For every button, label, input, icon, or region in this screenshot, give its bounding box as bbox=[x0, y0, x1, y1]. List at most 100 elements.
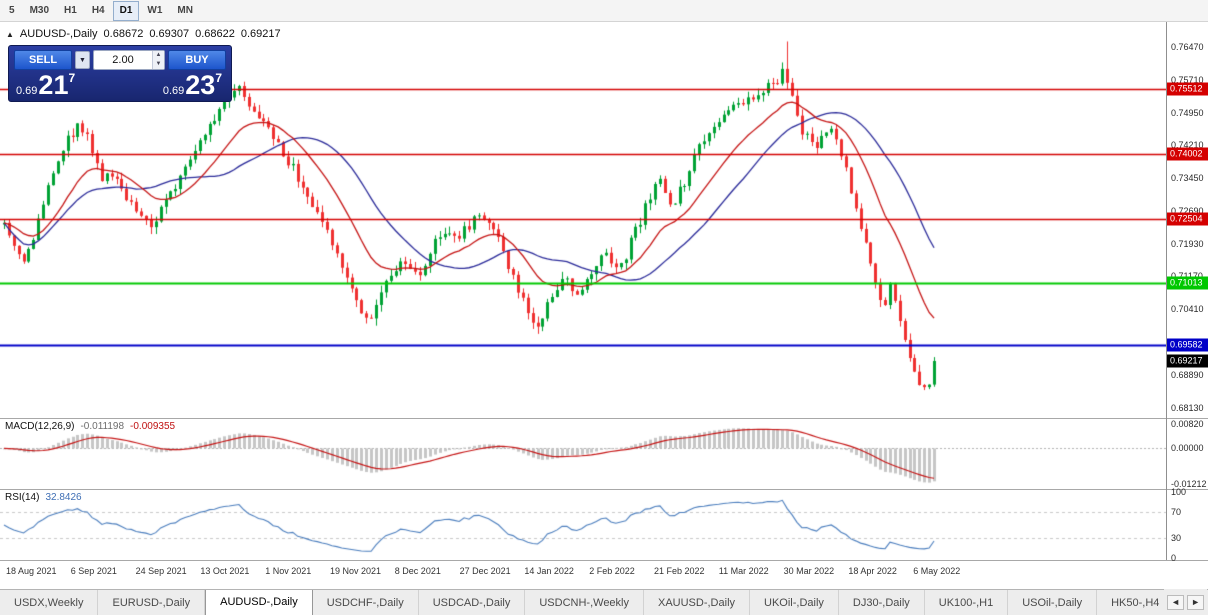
date-tick-label: 6 May 2022 bbox=[913, 566, 961, 576]
sell-price[interactable]: 0.69 21 7 bbox=[16, 70, 76, 100]
date-tick-label: 11 Mar 2022 bbox=[718, 566, 769, 576]
tab-navigation: ◄ ► bbox=[1164, 589, 1207, 615]
date-tick-label: 8 Dec 2021 bbox=[394, 566, 441, 576]
price-axis-tick: 0.74950 bbox=[1171, 107, 1204, 118]
sell-price-big: 21 bbox=[38, 70, 69, 100]
volume-value[interactable]: 2.00 bbox=[112, 54, 134, 66]
price-scale[interactable] bbox=[1166, 22, 1167, 560]
timeframe-button-h1[interactable]: H1 bbox=[57, 1, 84, 21]
timeframe-button-d1[interactable]: D1 bbox=[112, 0, 140, 21]
volume-spinner: ▲ ▼ bbox=[152, 51, 164, 69]
chart-tab-audusd-daily[interactable]: AUDUSD-,Daily bbox=[205, 590, 313, 615]
price-axis-tick: 100 bbox=[1171, 487, 1187, 497]
level-price-tag: 0.72504 bbox=[1167, 212, 1208, 226]
chart-tab-bar: USDX,Weekly EURUSD-,Daily AUDUSD-,Daily USD… bbox=[0, 589, 1208, 615]
rsi-indicator-canvas[interactable] bbox=[0, 490, 1166, 560]
price-axis-tick: 0.73450 bbox=[1171, 172, 1204, 183]
chart-tab-uk100-h1[interactable]: UK100-,H1 bbox=[924, 590, 1009, 615]
buy-price-big: 23 bbox=[185, 70, 216, 100]
price-axis-tick: 0.00000 bbox=[1171, 443, 1204, 454]
one-click-trading-panel: SELL ▼ 2.00 ▲ ▼ BUY 0.69 21 7 0.69 23 7 bbox=[8, 45, 232, 102]
date-tick-label: 18 Aug 2021 bbox=[6, 566, 57, 576]
price-axis-tick: 0 bbox=[1171, 553, 1177, 563]
macd-signal-value: -0.009355 bbox=[130, 421, 176, 432]
chart-tab-usoil-daily[interactable]: USOil-,Daily bbox=[1008, 590, 1098, 615]
spinner-down-icon[interactable]: ▼ bbox=[153, 60, 164, 69]
buy-button[interactable]: BUY bbox=[168, 50, 226, 70]
price-axis-tick: 0.00820 bbox=[1171, 419, 1204, 430]
tabs-scroll-left-button[interactable]: ◄ bbox=[1167, 594, 1185, 610]
chart-tab-usdx-weekly[interactable]: USDX,Weekly bbox=[0, 590, 99, 615]
price-axis-tick: 0.71170 bbox=[1171, 271, 1203, 281]
level-price-tag: 0.74002 bbox=[1167, 147, 1208, 161]
buy-price-sup: 7 bbox=[215, 71, 222, 85]
chart-tab-ukoil-daily[interactable]: UKOil-,Daily bbox=[750, 590, 839, 615]
timeframe-button-w1[interactable]: W1 bbox=[140, 1, 169, 21]
level-price-tag: 0.71013 bbox=[1167, 276, 1208, 290]
date-tick-label: 13 Oct 2021 bbox=[200, 566, 250, 576]
sell-button[interactable]: SELL bbox=[14, 50, 72, 70]
chart-tab-hk50-h4[interactable]: HK50-,H4 bbox=[1097, 590, 1175, 615]
tabs-scroll-right-button[interactable]: ► bbox=[1187, 594, 1204, 610]
current-price-tag: 0.69217 bbox=[1167, 354, 1208, 368]
price-axis-tick: 0.75710 bbox=[1171, 74, 1204, 85]
date-tick-label: 1 Nov 2021 bbox=[265, 566, 312, 576]
date-tick-label: 24 Sep 2021 bbox=[135, 566, 187, 576]
order-options-dropdown[interactable]: ▼ bbox=[75, 51, 90, 69]
date-tick-label: 2 Feb 2022 bbox=[589, 566, 635, 576]
buy-price-small: 0.69 bbox=[162, 85, 185, 97]
symbol-period-label: AUDUSD-,Daily bbox=[19, 28, 98, 40]
sell-price-small: 0.69 bbox=[16, 85, 38, 97]
date-tick-label: 27 Dec 2021 bbox=[459, 566, 511, 576]
panel-divider[interactable] bbox=[0, 418, 1208, 419]
timeframe-button-m30[interactable]: M30 bbox=[23, 1, 56, 21]
macd-main-value: -0.011198 bbox=[80, 421, 125, 432]
macd-indicator-canvas[interactable] bbox=[0, 419, 1166, 489]
date-tick-label: 14 Jan 2022 bbox=[524, 566, 574, 576]
rsi-name: RSI(14) bbox=[5, 492, 40, 503]
price-axis-tick: 0.68890 bbox=[1171, 370, 1204, 381]
price-axis-tick: 30 bbox=[1171, 533, 1182, 544]
timeframe-button-h4[interactable]: H4 bbox=[85, 1, 112, 21]
macd-label: MACD(12,26,9) -0.011198 -0.009355 bbox=[5, 421, 175, 432]
collapse-triangle-icon[interactable]: ▲ bbox=[6, 29, 14, 39]
level-price-tag: 0.69582 bbox=[1167, 338, 1208, 352]
buy-price[interactable]: 0.69 23 7 bbox=[162, 70, 222, 100]
price-axis-tick: -0.01212 bbox=[1171, 479, 1207, 490]
date-tick-label: 6 Sep 2021 bbox=[70, 566, 117, 576]
rsi-label: RSI(14) 32.8426 bbox=[5, 492, 82, 503]
open-value: 0.68672 bbox=[103, 28, 144, 40]
rsi-value: 32.8426 bbox=[45, 492, 82, 503]
high-value: 0.69307 bbox=[149, 28, 190, 40]
level-price-tag: 0.75512 bbox=[1167, 82, 1208, 96]
date-tick-label: 30 Mar 2022 bbox=[783, 566, 835, 576]
price-axis-tick: 70 bbox=[1171, 506, 1182, 517]
macd-name: MACD(12,26,9) bbox=[5, 421, 75, 432]
volume-field[interactable]: 2.00 ▲ ▼ bbox=[93, 50, 165, 70]
date-tick-label: 21 Feb 2022 bbox=[654, 566, 705, 576]
timeframe-toolbar: 5 M30 H1 H4 D1 W1 MN bbox=[0, 0, 1208, 22]
chart-tab-eurusd-daily[interactable]: EURUSD-,Daily bbox=[98, 590, 206, 615]
date-tick-label: 18 Apr 2022 bbox=[848, 566, 897, 576]
price-axis-tick: 0.72690 bbox=[1171, 205, 1204, 216]
low-value: 0.68622 bbox=[195, 28, 235, 40]
timeframe-button-mn[interactable]: MN bbox=[170, 1, 200, 21]
chart-tab-dj30-daily[interactable]: DJ30-,Daily bbox=[838, 590, 925, 615]
sell-price-sup: 7 bbox=[68, 71, 76, 85]
timeframe-button-5[interactable]: 5 bbox=[2, 1, 22, 21]
chart-tab-xauusd-daily[interactable]: XAUUSD-,Daily bbox=[644, 590, 751, 615]
close-value: 0.69217 bbox=[240, 28, 281, 40]
chart-ohlc-header: ▲ AUDUSD-,Daily 0.68672 0.69307 0.68622 … bbox=[6, 28, 281, 40]
chart-tab-usdcad-daily[interactable]: USDCAD-,Daily bbox=[418, 590, 526, 615]
price-axis-tick: 0.76470 bbox=[1171, 42, 1204, 53]
chart-tab-usdcnh-weekly[interactable]: USDCNH-,Weekly bbox=[525, 590, 644, 615]
price-axis-tick: 0.74210 bbox=[1171, 139, 1204, 150]
panel-divider[interactable] bbox=[0, 489, 1208, 490]
panel-divider[interactable] bbox=[0, 560, 1208, 561]
time-axis[interactable]: 18 Aug 2021 6 Sep 2021 24 Sep 2021 13 Oct 2… bbox=[0, 561, 1166, 579]
price-axis-tick: 0.68130 bbox=[1171, 403, 1204, 414]
chart-tab-usdchf-daily[interactable]: USDCHF-,Daily bbox=[312, 590, 419, 615]
spinner-up-icon[interactable]: ▲ bbox=[153, 51, 164, 60]
caret-down-icon: ▼ bbox=[79, 56, 86, 64]
